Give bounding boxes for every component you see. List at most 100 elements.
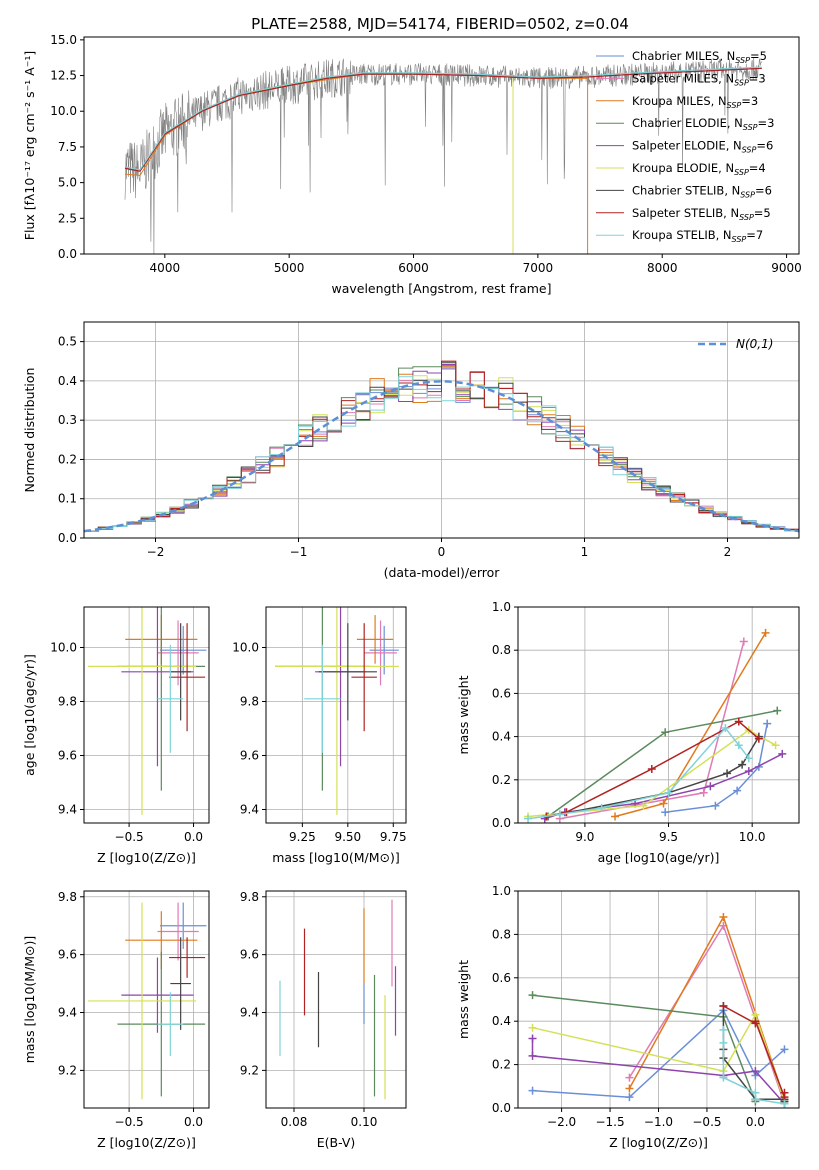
axes-frame [83,890,210,1109]
y-tick-label: 9.4 [58,803,77,817]
errorbar-point [169,937,206,978]
weight-marker [751,1095,760,1104]
y-tick-label: 0.1 [58,492,77,506]
panel-massweight-vs-age: 9.0 9.5 10.0 0.0 0.2 0.4 0.6 0.8 1.0 age [log10(a… [456,600,800,865]
x-tick-label: 9000 [771,261,802,275]
x-tick-label: 9.25 [289,830,316,844]
x-axis-label: Z [log10(Z/Z⊙)] [609,1135,708,1150]
x-tick-label: −2.0 [547,1115,576,1129]
weight-marker [528,991,537,1000]
x-tick-label: 2 [724,545,732,559]
figure-title: PLATE=2588, MJD=54174, FIBERID=0502, z=0… [251,15,629,33]
weight-marker [734,741,743,750]
errorbar-point [170,623,191,721]
y-tick-label: 0.5 [58,335,77,349]
x-axis-label: (data-model)/error [384,565,501,580]
panel-massweight-vs-Z: −2.0 −1.5 −1.0 −0.5 0.0 0.0 0.2 0.4 0.6 0.8 1.0 Z [… [456,884,800,1150]
x-tick-label: 6000 [398,261,429,275]
y-tick-label: 9.2 [240,1063,259,1077]
y-tick-label: 9.4 [240,803,259,817]
x-axis-label: Z [log10(Z/Z⊙)] [97,1135,196,1150]
weight-marker [611,812,620,821]
y-tick-label: 0.6 [492,971,511,985]
legend-entry: Salpeter ELODIE, NSSP=6 [632,139,773,155]
axes-frame [83,36,800,255]
legend: N(0,1) [698,337,773,351]
panel-mass-vs-Z: −0.5 0.0 9.2 9.4 9.6 9.8 Z [log10(Z/Z⊙)] mass [… [22,890,210,1150]
axes-frame [517,606,800,824]
weight-series [719,1025,789,1108]
x-tick-label: 9.5 [659,830,678,844]
weight-marker [699,788,708,797]
errorbar-point [87,902,197,1100]
y-axis-label: mass weight [456,675,471,754]
weight-series [524,723,753,823]
y-tick-label: 0.2 [492,773,511,787]
errorbar-point [87,607,197,815]
weight-marker [661,728,670,737]
plot-area [124,57,762,254]
y-tick-label: 1.0 [492,600,511,614]
y-tick-label: 0.4 [492,1014,511,1028]
weight-series [611,628,770,821]
y-tick-label: 0.0 [492,816,511,830]
x-axis-label: wavelength [Angstrom, rest frame] [331,281,551,296]
axes-frame [265,890,407,1109]
legend-entry: Kroupa ELODIE, NSSP=4 [632,161,766,177]
errorbar-point [356,615,394,664]
y-tick-label: 0.0 [58,247,77,261]
x-tick-label: 5000 [274,261,305,275]
weight-marker [524,814,533,823]
x-axis-label: Z [log10(Z/Z⊙)] [97,850,196,865]
weight-marker [661,808,670,817]
weight-marker [751,1017,760,1026]
errorbar-point [157,644,184,753]
errorbar-point [157,992,184,1056]
axes-frame [265,606,407,824]
weight-marker [751,1067,760,1076]
x-tick-label: 0 [438,545,446,559]
errorbar-point [275,607,399,815]
legend-entry: Kroupa STELIB, NSSP=7 [632,228,763,244]
errorbar-point [304,644,341,753]
spectrum-series-line [124,67,762,172]
weight-marker [719,1073,728,1082]
y-tick-label: 9.8 [58,695,77,709]
weight-marker [723,769,732,778]
y-tick-label: 15.0 [50,33,77,47]
weight-marker [780,1088,789,1097]
legend-entry: Chabrier ELODIE, NSSP=3 [632,116,774,132]
y-tick-label: 0.8 [492,927,511,941]
weight-marker [719,1025,728,1034]
legend-entry: N(0,1) [736,337,773,351]
y-axis-label: age [log10(age/yr)] [22,654,37,776]
x-tick-label: 8000 [647,261,678,275]
y-axis-label: mass weight [456,960,471,1039]
y-tick-label: 12.5 [50,69,77,83]
weight-marker [625,1073,634,1082]
legend-entry: Chabrier STELIB, NSSP=6 [632,183,772,199]
plot-area [87,607,207,815]
x-tick-label: 10.0 [739,830,766,844]
y-tick-label: 1.0 [492,884,511,898]
weight-series [528,991,760,1106]
x-tick-label: 0.0 [184,1115,203,1129]
y-tick-label: 5.0 [58,176,77,190]
plot-area [524,628,787,823]
weight-marker [734,717,743,726]
errorbar-point [170,937,191,1030]
weight-marker [744,767,753,776]
legend-entry: Kroupa MILES, NSSP=3 [632,94,758,110]
errorbar-point [369,625,399,675]
normal-reference-curve [84,380,799,533]
weight-marker [528,1023,537,1032]
panel-mass-vs-ebv: 0.08 0.10 9.2 9.4 9.6 9.8 E(B-V) [240,890,407,1150]
y-tick-label: 10.0 [50,641,77,655]
y-tick-label: 0.2 [58,452,77,466]
x-axis-label: mass [log10(M/M⊙)] [272,850,400,865]
panel-residuals: N(0,1) −2 −1 0 1 2 0.0 0.1 0.2 0.3 0.4 0.5 (data-mod… [22,321,800,580]
y-tick-label: 0.6 [492,686,511,700]
panel-spectrum: Chabrier MILES, NSSP=5 Salpeter MILES, NS… [22,33,802,296]
errorbar-point [157,902,199,961]
x-tick-label: −1.0 [644,1115,673,1129]
